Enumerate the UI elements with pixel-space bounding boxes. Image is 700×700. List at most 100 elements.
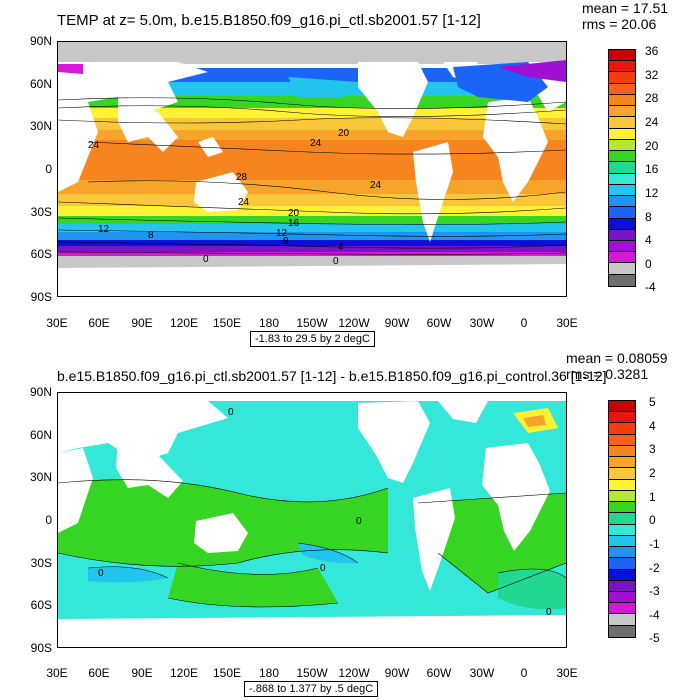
colorbar-swatch (609, 263, 635, 275)
y-tick-label: 90S (30, 641, 52, 655)
panel2-contour-info: -.868 to 1.377 by .5 degC (244, 681, 379, 697)
x-tick-label: 90E (131, 316, 153, 330)
colorbar-swatch (609, 412, 635, 424)
panel1-mean: mean = 17.51 (582, 0, 669, 16)
contour-label: 24 (370, 180, 382, 191)
colorbar-label: -1 (649, 537, 660, 551)
x-tick-label: 60E (88, 316, 110, 330)
colorbar-label: -4 (645, 280, 656, 294)
colorbar-label: 8 (645, 210, 652, 224)
contour-label: 16 (288, 218, 300, 229)
colorbar-swatch (609, 468, 635, 480)
colorbar-label: -3 (649, 584, 660, 598)
contour-label: 24 (310, 138, 322, 149)
y-tick-label: 90N (29, 34, 52, 48)
colorbar-swatch (609, 535, 635, 548)
x-tick-label: 30E (46, 666, 68, 680)
colorbar-swatch (609, 139, 635, 152)
colorbar-swatch (609, 83, 635, 95)
y-tick-label: 60S (30, 247, 52, 261)
panel1-contour-info: -1.83 to 29.5 by 2 degC (250, 331, 375, 347)
colorbar-label: 5 (649, 395, 656, 409)
panel2-rms: rms = 0.3281 (566, 366, 649, 382)
panel1-title: TEMP at z= 5.0m, b.e15.B1850.f09_g16.pi_… (57, 12, 481, 29)
y-tick-label: 60S (30, 598, 52, 612)
y-tick-label: 30N (29, 470, 52, 484)
contour-label: 0 (228, 407, 234, 418)
panel1-colorbar (608, 49, 636, 287)
x-tick-label: 120E (169, 666, 199, 680)
colorbar-swatch (609, 162, 635, 174)
colorbar-label: 1 (649, 490, 656, 504)
contour-label: 0 (546, 607, 552, 618)
colorbar-swatch (609, 614, 635, 626)
panel2-colorbar (608, 400, 636, 638)
y-tick-label: 90N (29, 385, 52, 399)
colorbar-label: 0 (645, 257, 652, 271)
colorbar-label: 20 (645, 139, 659, 153)
colorbar-swatch (609, 591, 635, 604)
x-tick-label: 0 (520, 316, 528, 330)
x-tick-label: 30E (556, 316, 578, 330)
colorbar-swatch (609, 229, 635, 241)
panel1-map: 20 24 24 28 24 24 20 16 12 8 12 8 4 0 0 (57, 41, 567, 297)
colorbar-label: 24 (645, 115, 659, 129)
colorbar-swatch (609, 479, 635, 491)
colorbar-swatch (609, 547, 635, 559)
contour-label: 8 (283, 236, 289, 247)
x-tick-label: 30E (556, 666, 578, 680)
colorbar-swatch (609, 218, 635, 230)
contour-label: 20 (288, 208, 300, 219)
colorbar-swatch (609, 94, 635, 107)
y-tick-label: 0 (45, 162, 52, 176)
colorbar-swatch (609, 151, 635, 163)
colorbar-label: 36 (645, 44, 659, 58)
x-tick-label: 30E (46, 316, 68, 330)
colorbar-swatch (609, 50, 635, 62)
colorbar-label: 4 (645, 233, 652, 247)
colorbar-label: -2 (649, 561, 660, 575)
colorbar-swatch (609, 603, 635, 615)
colorbar-swatch (609, 274, 635, 286)
colorbar-label: 3 (649, 442, 656, 456)
colorbar-label: 0 (649, 513, 656, 527)
colorbar-swatch (609, 128, 635, 140)
x-tick-label: 150E (212, 666, 242, 680)
panel2-map-svg: 0 0 0 0 0 (58, 393, 566, 647)
y-tick-label: 30N (29, 119, 52, 133)
panel2-mean: mean = 0.08059 (566, 350, 668, 366)
colorbar-swatch (609, 457, 635, 469)
colorbar-swatch (609, 184, 635, 197)
colorbar-swatch (609, 445, 635, 458)
colorbar-swatch (609, 524, 635, 536)
y-tick-label: 30S (30, 205, 52, 219)
contour-label: 4 (338, 242, 344, 253)
colorbar-swatch (609, 513, 635, 525)
colorbar-label: 2 (649, 466, 656, 480)
colorbar-swatch (609, 240, 635, 253)
x-tick-label: 120W (338, 316, 370, 330)
colorbar-swatch (609, 117, 635, 129)
colorbar-swatch (609, 401, 635, 413)
contour-label: 12 (276, 228, 288, 239)
panel2-title: b.e15.B1850.f09_g16.pi_ctl.sb2001.57 [1-… (57, 368, 607, 384)
x-tick-label: 150W (296, 666, 328, 680)
y-tick-label: 90S (30, 290, 52, 304)
y-tick-label: 60N (29, 428, 52, 442)
colorbar-swatch (609, 61, 635, 73)
colorbar-swatch (609, 423, 635, 435)
contour-label: 0 (203, 254, 209, 265)
x-tick-label: 120W (338, 666, 370, 680)
x-tick-label: 90E (131, 666, 153, 680)
panel1-map-svg: 20 24 24 28 24 24 20 16 12 8 12 8 4 0 0 (58, 42, 566, 296)
colorbar-swatch (609, 625, 635, 637)
y-tick-label: 30S (30, 556, 52, 570)
colorbar-swatch (609, 207, 635, 219)
panel2-map: 0 0 0 0 0 (57, 392, 567, 648)
colorbar-swatch (609, 580, 635, 592)
y-tick-label: 0 (45, 513, 52, 527)
contour-label: 24 (88, 140, 100, 151)
x-tick-label: 30W (469, 666, 495, 680)
colorbar-swatch (609, 558, 635, 570)
x-tick-label: 180 (258, 316, 280, 330)
